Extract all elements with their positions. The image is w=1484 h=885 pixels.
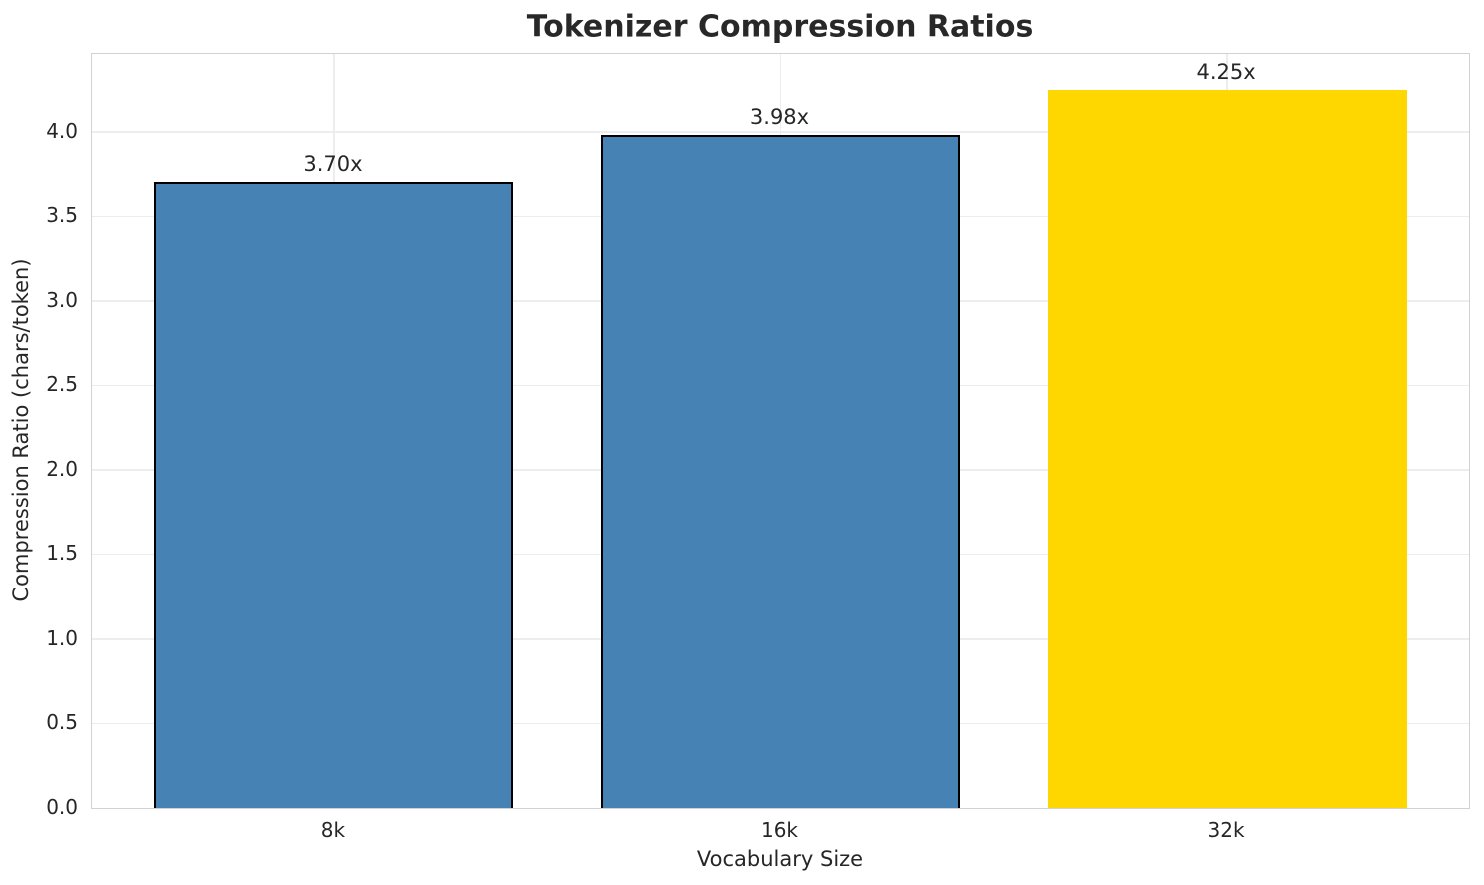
x-tick-label-8k: 8k <box>320 818 346 842</box>
y-tick-label: 1.0 <box>46 625 78 650</box>
bar-32k <box>1047 89 1407 808</box>
bar-value-label-16k: 3.98x <box>749 105 810 130</box>
plot-area <box>91 53 1470 809</box>
y-tick-label: 4.0 <box>46 118 78 143</box>
bar-value-label-8k: 3.70x <box>303 152 363 177</box>
y-tick-label: 2.0 <box>46 456 78 481</box>
bar-value-label-32k: 4.25x <box>1196 59 1256 84</box>
y-tick-label: 3.0 <box>46 287 78 312</box>
x-tick-label-32k: 32k <box>1207 818 1245 842</box>
y-tick-label: 0.5 <box>46 710 78 735</box>
chart-title: Tokenizer Compression Ratios <box>526 9 1034 45</box>
y-tick-label: 0.0 <box>46 795 78 819</box>
bar-8k <box>154 182 514 808</box>
x-tick-label-16k: 16k <box>760 818 799 842</box>
bar-16k <box>601 135 960 808</box>
y-tick-label: 2.5 <box>46 372 78 397</box>
y-tick-label: 1.5 <box>46 541 78 566</box>
y-axis-label-text: Compression Ratio (chars/token) <box>9 258 33 602</box>
y-tick-label: 3.5 <box>46 203 78 228</box>
x-axis-label: Vocabulary Size <box>696 847 864 871</box>
